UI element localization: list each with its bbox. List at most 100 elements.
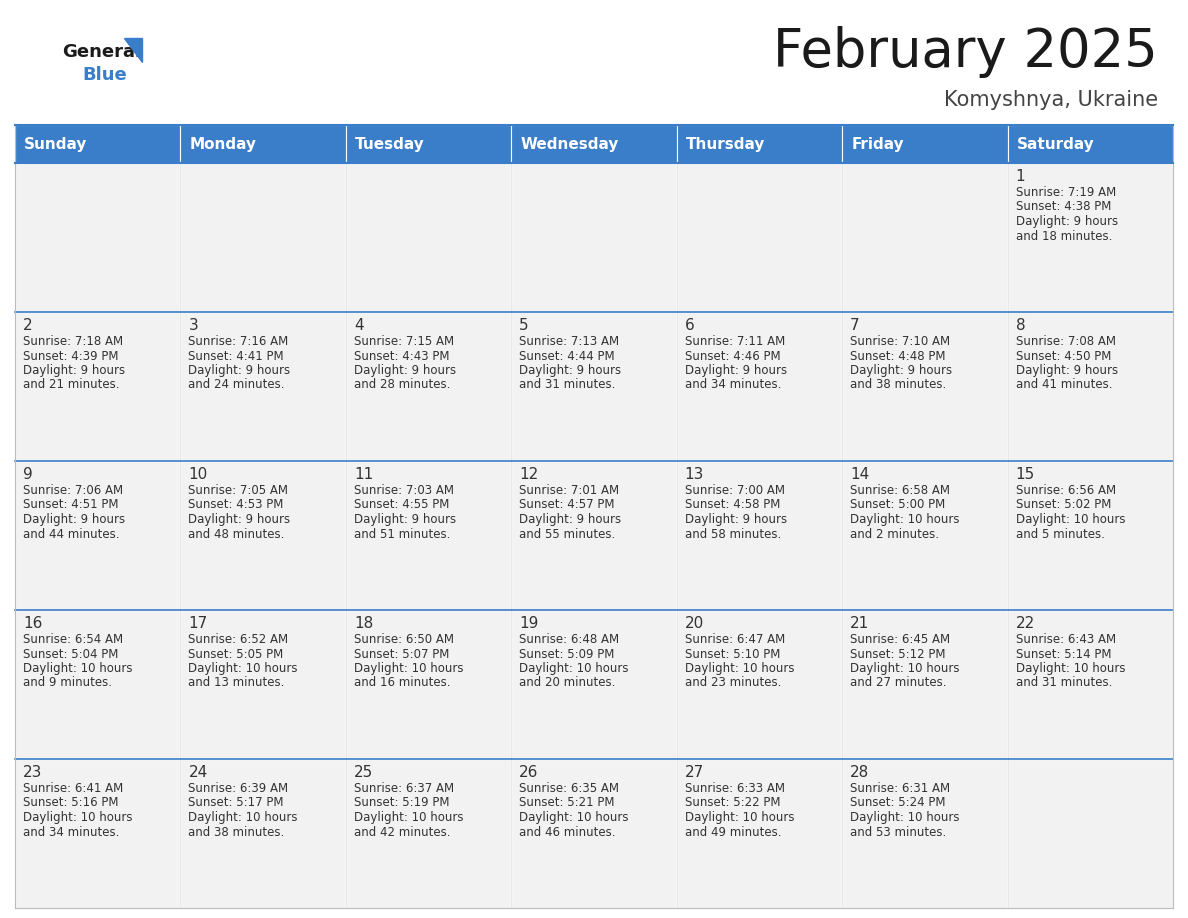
Text: Sunrise: 6:41 AM: Sunrise: 6:41 AM: [23, 782, 124, 795]
Text: Sunrise: 7:00 AM: Sunrise: 7:00 AM: [684, 484, 785, 497]
Text: Friday: Friday: [851, 137, 904, 151]
Text: and 58 minutes.: and 58 minutes.: [684, 528, 781, 541]
Text: Daylight: 10 hours: Daylight: 10 hours: [851, 811, 960, 824]
Text: 24: 24: [189, 765, 208, 780]
Bar: [181, 312, 346, 461]
Text: and 49 minutes.: and 49 minutes.: [684, 825, 782, 838]
Text: 6: 6: [684, 318, 695, 333]
Text: Sunset: 5:17 PM: Sunset: 5:17 PM: [189, 797, 284, 810]
Text: Sunset: 4:48 PM: Sunset: 4:48 PM: [851, 350, 946, 363]
Text: Daylight: 10 hours: Daylight: 10 hours: [684, 662, 795, 675]
Text: and 20 minutes.: and 20 minutes.: [519, 677, 615, 689]
Text: Daylight: 9 hours: Daylight: 9 hours: [189, 513, 291, 526]
Bar: [677, 461, 842, 610]
Bar: [1007, 759, 1173, 908]
Text: Sunrise: 6:31 AM: Sunrise: 6:31 AM: [851, 782, 950, 795]
Text: 7: 7: [851, 318, 860, 333]
Bar: [842, 610, 1007, 759]
Text: and 46 minutes.: and 46 minutes.: [519, 825, 615, 838]
Text: Sunset: 4:50 PM: Sunset: 4:50 PM: [1016, 350, 1111, 363]
Text: Sunset: 5:04 PM: Sunset: 5:04 PM: [23, 647, 119, 660]
Bar: [1007, 125, 1173, 163]
Text: 8: 8: [1016, 318, 1025, 333]
Text: Sunrise: 7:16 AM: Sunrise: 7:16 AM: [189, 335, 289, 348]
Text: Sunset: 5:24 PM: Sunset: 5:24 PM: [851, 797, 946, 810]
Text: Daylight: 9 hours: Daylight: 9 hours: [1016, 215, 1118, 228]
Text: and 18 minutes.: and 18 minutes.: [1016, 230, 1112, 242]
Bar: [1007, 163, 1173, 312]
Text: Daylight: 10 hours: Daylight: 10 hours: [23, 811, 133, 824]
Text: Daylight: 9 hours: Daylight: 9 hours: [684, 364, 786, 377]
Text: and 55 minutes.: and 55 minutes.: [519, 528, 615, 541]
Text: Wednesday: Wednesday: [520, 137, 619, 151]
Bar: [181, 610, 346, 759]
Text: 28: 28: [851, 765, 870, 780]
Text: Sunset: 5:19 PM: Sunset: 5:19 PM: [354, 797, 449, 810]
Text: Daylight: 10 hours: Daylight: 10 hours: [23, 662, 133, 675]
Bar: [346, 461, 511, 610]
Text: Daylight: 10 hours: Daylight: 10 hours: [519, 662, 628, 675]
Text: Blue: Blue: [82, 66, 127, 84]
Text: 5: 5: [519, 318, 529, 333]
Text: 16: 16: [23, 616, 43, 631]
Text: Komyshnya, Ukraine: Komyshnya, Ukraine: [944, 90, 1158, 110]
Text: Daylight: 9 hours: Daylight: 9 hours: [519, 364, 621, 377]
Text: Sunrise: 7:11 AM: Sunrise: 7:11 AM: [684, 335, 785, 348]
Text: Sunset: 5:14 PM: Sunset: 5:14 PM: [1016, 647, 1111, 660]
Text: Sunset: 5:12 PM: Sunset: 5:12 PM: [851, 647, 946, 660]
Bar: [677, 125, 842, 163]
Bar: [346, 610, 511, 759]
Bar: [677, 163, 842, 312]
Bar: [842, 312, 1007, 461]
Text: Daylight: 9 hours: Daylight: 9 hours: [519, 513, 621, 526]
Text: Sunrise: 6:50 AM: Sunrise: 6:50 AM: [354, 633, 454, 646]
Text: Sunset: 5:09 PM: Sunset: 5:09 PM: [519, 647, 614, 660]
Text: Saturday: Saturday: [1017, 137, 1094, 151]
Text: 15: 15: [1016, 467, 1035, 482]
Text: 11: 11: [354, 467, 373, 482]
Text: Sunrise: 6:47 AM: Sunrise: 6:47 AM: [684, 633, 785, 646]
Bar: [346, 759, 511, 908]
Text: Daylight: 9 hours: Daylight: 9 hours: [684, 513, 786, 526]
Text: Sunset: 4:58 PM: Sunset: 4:58 PM: [684, 498, 781, 511]
Text: Sunrise: 6:39 AM: Sunrise: 6:39 AM: [189, 782, 289, 795]
Text: Daylight: 10 hours: Daylight: 10 hours: [354, 662, 463, 675]
Bar: [346, 125, 511, 163]
Bar: [1007, 610, 1173, 759]
Text: Sunset: 4:43 PM: Sunset: 4:43 PM: [354, 350, 449, 363]
Text: 13: 13: [684, 467, 704, 482]
Text: Sunrise: 7:03 AM: Sunrise: 7:03 AM: [354, 484, 454, 497]
Bar: [15, 461, 181, 610]
Text: Sunset: 5:00 PM: Sunset: 5:00 PM: [851, 498, 946, 511]
Text: General: General: [62, 43, 141, 61]
Text: Sunrise: 6:48 AM: Sunrise: 6:48 AM: [519, 633, 619, 646]
Text: and 38 minutes.: and 38 minutes.: [189, 825, 285, 838]
Bar: [346, 163, 511, 312]
Text: Sunrise: 7:13 AM: Sunrise: 7:13 AM: [519, 335, 619, 348]
Text: Daylight: 10 hours: Daylight: 10 hours: [189, 811, 298, 824]
Bar: [677, 759, 842, 908]
Text: Daylight: 9 hours: Daylight: 9 hours: [354, 513, 456, 526]
Text: and 5 minutes.: and 5 minutes.: [1016, 528, 1105, 541]
Text: Daylight: 9 hours: Daylight: 9 hours: [23, 364, 125, 377]
Bar: [842, 163, 1007, 312]
Text: and 38 minutes.: and 38 minutes.: [851, 378, 947, 391]
Text: and 51 minutes.: and 51 minutes.: [354, 528, 450, 541]
Bar: [15, 759, 181, 908]
Text: Daylight: 9 hours: Daylight: 9 hours: [851, 364, 953, 377]
Text: Sunrise: 6:45 AM: Sunrise: 6:45 AM: [851, 633, 950, 646]
Bar: [842, 759, 1007, 908]
Text: Daylight: 10 hours: Daylight: 10 hours: [851, 662, 960, 675]
Text: Sunrise: 7:06 AM: Sunrise: 7:06 AM: [23, 484, 124, 497]
Text: 18: 18: [354, 616, 373, 631]
Text: and 34 minutes.: and 34 minutes.: [23, 825, 119, 838]
Text: and 23 minutes.: and 23 minutes.: [684, 677, 781, 689]
Text: Daylight: 9 hours: Daylight: 9 hours: [23, 513, 125, 526]
Text: and 31 minutes.: and 31 minutes.: [519, 378, 615, 391]
Text: Sunrise: 7:18 AM: Sunrise: 7:18 AM: [23, 335, 124, 348]
Text: 1: 1: [1016, 169, 1025, 184]
Text: Daylight: 10 hours: Daylight: 10 hours: [684, 811, 795, 824]
Bar: [842, 461, 1007, 610]
Text: Sunset: 5:21 PM: Sunset: 5:21 PM: [519, 797, 614, 810]
Bar: [181, 461, 346, 610]
